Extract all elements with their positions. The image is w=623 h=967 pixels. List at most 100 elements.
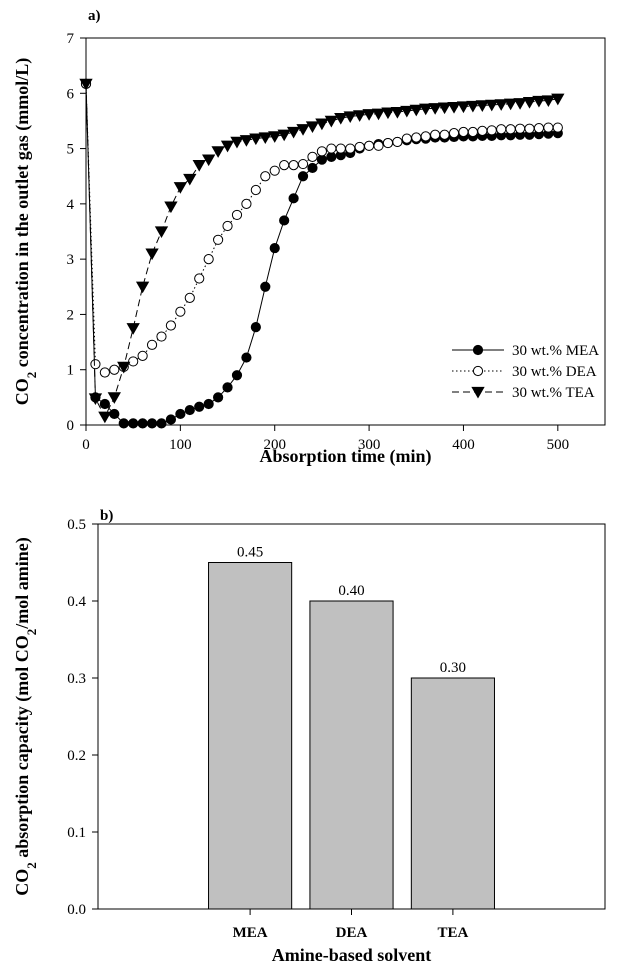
series-tea-point	[249, 133, 263, 146]
panel-a-y-tick-label: 4	[67, 197, 75, 213]
panel-a-y-tick-label: 6	[67, 86, 75, 102]
panel-a-y-tick-label: 5	[67, 142, 75, 158]
panel-a-x-axis-title: Absorption time (min)	[260, 446, 432, 467]
series-mea-point	[156, 418, 167, 429]
series-mea-point	[194, 401, 205, 412]
category-label-dea: DEA	[336, 925, 368, 941]
series-tea-point	[107, 392, 121, 404]
panel-a-x-tick-label: 300	[358, 437, 381, 453]
series-dea-point	[458, 126, 469, 138]
series-dea-point	[363, 140, 375, 151]
series-mea-point	[165, 414, 177, 425]
panel-a-y-tick-label: 3	[67, 252, 75, 268]
series-dea-point	[99, 367, 110, 378]
series-tea-point	[390, 106, 405, 119]
series-tea-point	[192, 160, 206, 172]
series-dea-point	[477, 125, 488, 136]
series-tea-point	[286, 126, 301, 139]
series-dea-point	[401, 133, 412, 144]
bar-group-tea: 0.30 TEA	[410, 660, 495, 941]
series-tea-point	[503, 98, 518, 111]
series-dea-point	[354, 141, 365, 153]
series-dea-point	[467, 126, 478, 138]
legend-label-dea: 30 wt.% DEA	[512, 364, 597, 380]
panel-a-x-tick-label: 100	[169, 437, 192, 453]
series-dea-point	[203, 254, 214, 265]
legend-label-mea: 30 wt.% MEA	[512, 343, 599, 359]
bar-mea	[208, 562, 293, 910]
series-dea-point	[496, 124, 507, 135]
series-tea-point	[220, 140, 235, 153]
series-tea-point	[173, 182, 188, 194]
series-mea-point	[222, 382, 233, 393]
series-mea-point	[137, 418, 148, 429]
series-tea-point	[305, 121, 320, 133]
legend-marker-tea	[471, 386, 485, 399]
series-dea-point	[194, 273, 205, 284]
bar-group-dea: 0.40 DEA	[309, 583, 394, 941]
panel-a-y-tick-label: 2	[67, 307, 75, 323]
panel-b-bar-chart: b) 0.0 0.1 0.2 0.3 0.4 0.5 0.45 MEA 0.40 DEA 0.30…	[12, 508, 606, 965]
series-dea-point	[250, 184, 261, 196]
series-tea-point	[419, 103, 433, 116]
series-dea-point	[420, 131, 431, 142]
panel-b-label: b)	[100, 508, 113, 524]
series-mea-point	[175, 408, 186, 420]
series-dea-point	[411, 132, 422, 143]
panel-b-y-tick-label: 0.3	[67, 671, 86, 687]
series-tea-point	[164, 201, 178, 214]
series-tea	[79, 78, 565, 424]
series-tea-point	[202, 154, 216, 167]
panel-a-axes: 0 100 200 300 400 500 0 1 2 3 4 5 6 7	[67, 31, 570, 453]
series-tea-point	[466, 100, 480, 113]
series-tea-point	[400, 105, 414, 118]
panel-a-x-tick-label: 0	[82, 437, 90, 453]
panel-a-y-axis-title: CO2 concentration in the outlet gas (mmo…	[12, 58, 39, 405]
series-dea-point	[288, 160, 299, 171]
panel-a-x-tick-label: 200	[263, 437, 286, 453]
series-mea-point	[184, 404, 195, 416]
series-dea-point	[326, 143, 337, 154]
series-tea-point	[334, 113, 348, 125]
panel-a-plot-frame	[85, 37, 606, 426]
series-dea-point	[260, 171, 271, 182]
bar-group-mea: 0.45 MEA	[208, 545, 293, 941]
series-tea-point	[183, 173, 197, 186]
series-mea-point	[231, 370, 243, 381]
series-tea-point	[117, 361, 131, 374]
series-mea-point	[99, 398, 110, 410]
series-tea-point	[258, 132, 272, 145]
series-tea-point	[230, 136, 244, 149]
panel-b-y-tick-label: 0.0	[67, 902, 86, 918]
panel-a-x-tick-label: 500	[547, 437, 570, 453]
panel-a-y-tick-label: 7	[67, 31, 75, 47]
series-tea-point	[485, 99, 499, 112]
series-dea-point	[279, 160, 290, 171]
panel-a-y-tick-label: 0	[67, 418, 75, 434]
series-tea-point	[239, 135, 254, 147]
series-dea-point	[269, 165, 280, 176]
series-tea-point	[154, 226, 169, 239]
category-label-mea: MEA	[233, 925, 268, 941]
series-tea-point	[541, 95, 556, 107]
series-tea-point	[145, 248, 159, 261]
series-mea-point	[203, 398, 214, 410]
series-dea-point	[156, 331, 167, 342]
series-mea-point	[260, 281, 271, 292]
series-dea-point	[307, 151, 318, 162]
series-mea-point	[213, 392, 224, 403]
series-dea-point	[335, 143, 346, 154]
series-dea-point	[486, 125, 497, 136]
series-tea-point	[343, 111, 357, 124]
series-tea-point	[88, 393, 103, 405]
legend-item-dea: 30 wt.% DEA	[452, 364, 597, 380]
series-dea-point	[533, 123, 545, 134]
panel-a-y-tick-label: 1	[67, 363, 75, 379]
series-mea-point	[269, 242, 280, 254]
series-dea	[80, 78, 563, 378]
series-dea-point	[213, 234, 224, 245]
series-tea-point	[315, 118, 329, 131]
series-tea-point	[98, 411, 112, 424]
series-tea-point	[126, 323, 140, 335]
